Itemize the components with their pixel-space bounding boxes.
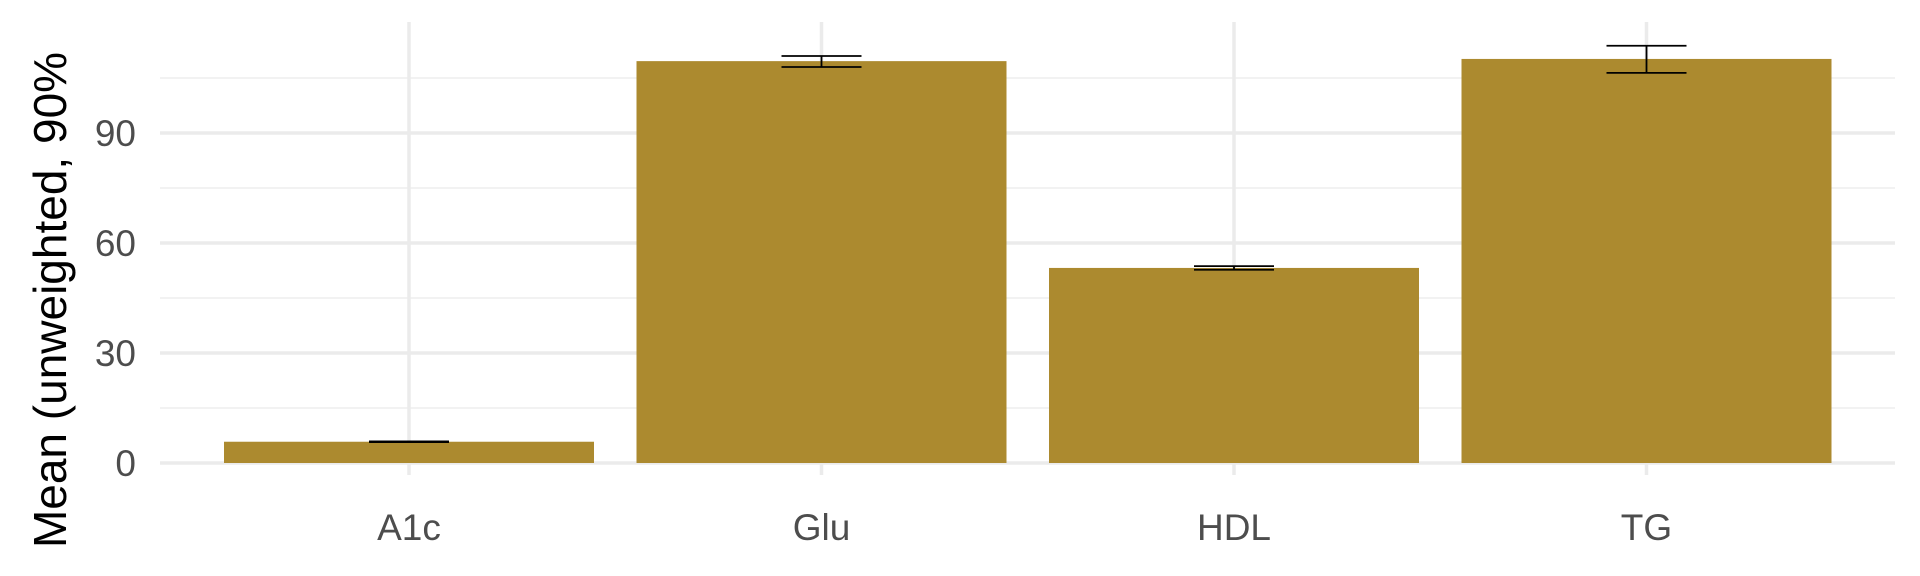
y-tick-label: 90: [95, 113, 136, 154]
error-bar-tg: [1606, 44, 1687, 74]
y-tick-label: 60: [95, 223, 136, 264]
y-axis-title: Mean (unweighted, 90%: [24, 52, 76, 548]
error-bar-glu: [781, 55, 862, 68]
bar-a1c: [224, 441, 594, 463]
x-tick-label: TG: [1621, 507, 1672, 548]
bar-hdl: [1049, 267, 1419, 463]
y-tick-labels: 0 30 60 90: [95, 113, 136, 484]
y-tick-label: 0: [115, 443, 136, 484]
error-bar-a1c: [369, 440, 449, 444]
x-tick-label: A1c: [377, 507, 441, 548]
y-tick-label: 30: [95, 333, 136, 374]
x-tick-label: HDL: [1197, 507, 1271, 548]
x-tick-label: Glu: [793, 507, 851, 548]
bar-tg: [1461, 58, 1832, 463]
bar-glu: [636, 61, 1007, 464]
bars: [224, 58, 1832, 464]
error-bar-hdl: [1194, 265, 1274, 271]
error-bars: [369, 44, 1687, 444]
x-tick-labels: A1c Glu HDL TG: [377, 507, 1672, 548]
